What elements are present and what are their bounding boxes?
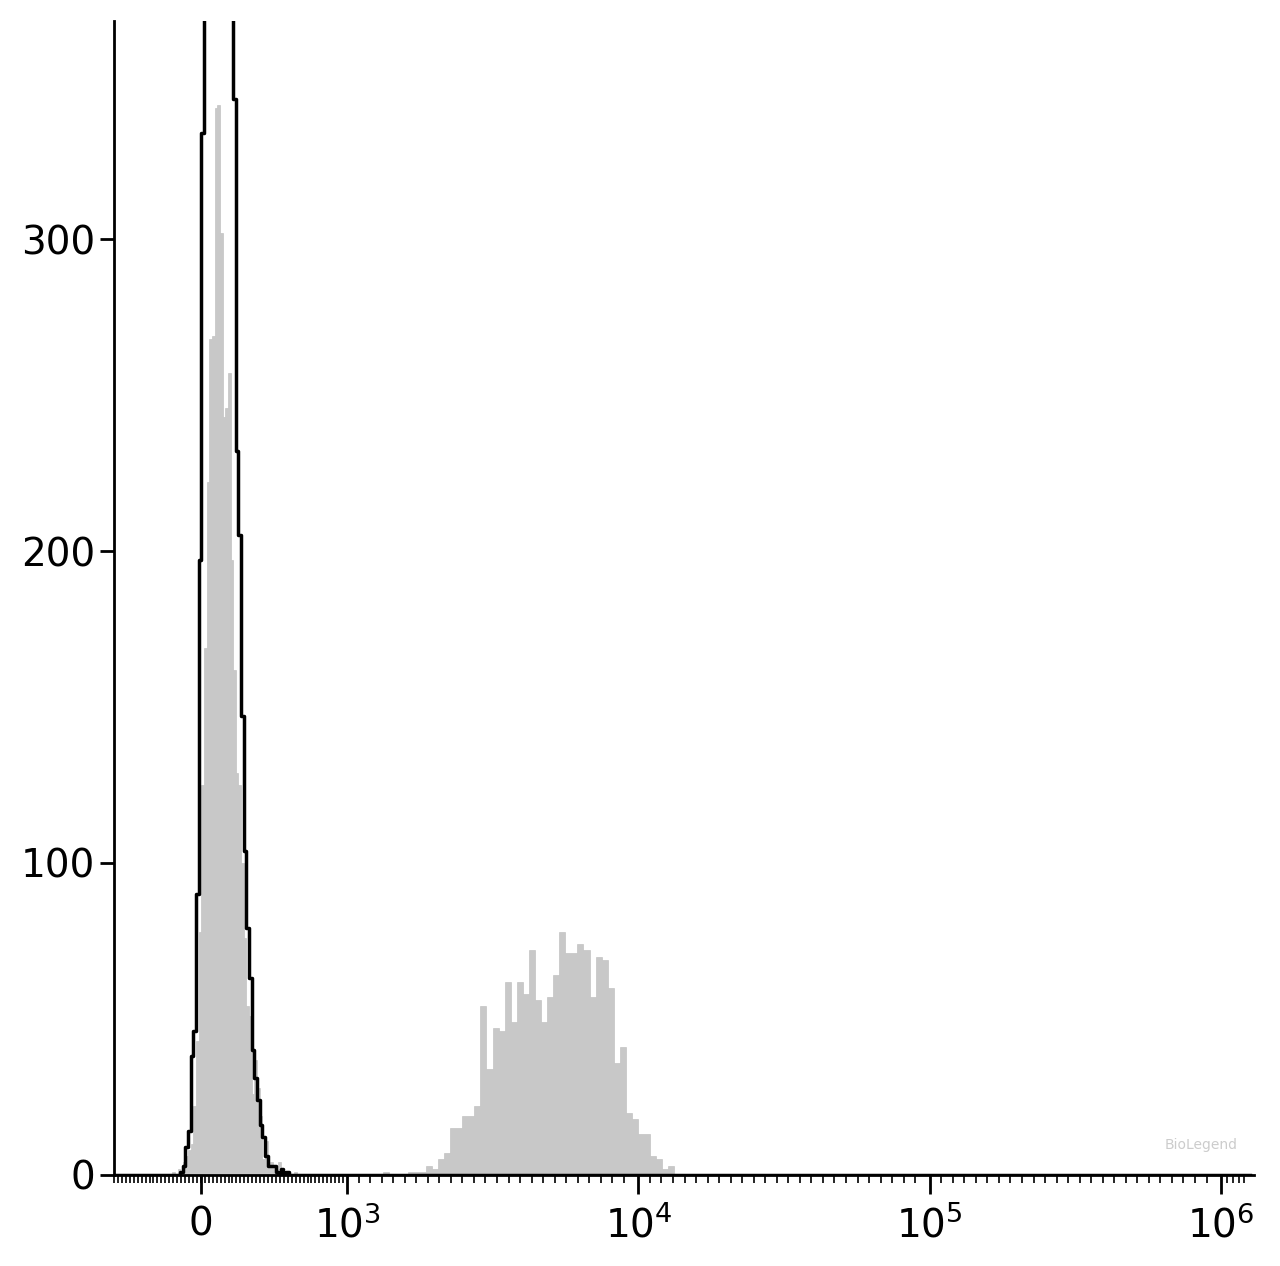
Polygon shape	[114, 105, 1251, 1175]
Text: BioLegend: BioLegend	[1165, 1138, 1238, 1152]
